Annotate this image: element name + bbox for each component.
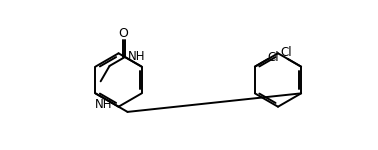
Text: O: O	[118, 27, 128, 40]
Text: Cl: Cl	[267, 51, 279, 63]
Text: NH: NH	[127, 50, 145, 63]
Text: NH: NH	[95, 98, 113, 111]
Text: Cl: Cl	[280, 46, 291, 59]
